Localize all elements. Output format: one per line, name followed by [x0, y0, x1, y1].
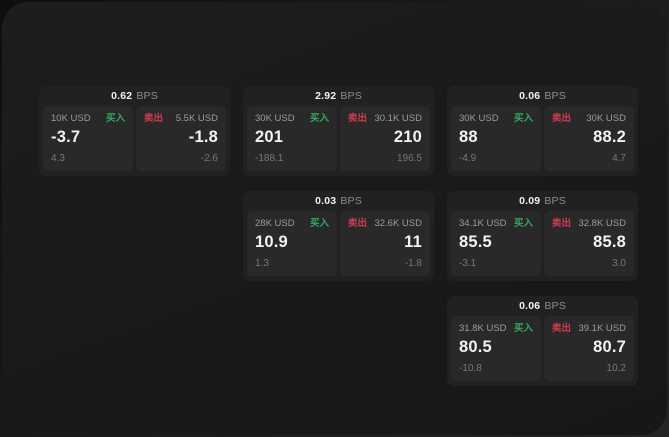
sell-panel[interactable]: 卖出 39.1K USD 80.7 10.2 — [544, 316, 634, 381]
sell-sub-value: 4.7 — [612, 153, 626, 164]
sell-price: 11 — [404, 233, 422, 251]
buy-amount: 30K USD — [255, 113, 295, 124]
bps-unit: BPS — [544, 300, 566, 312]
sell-side-label: 卖出 — [552, 323, 572, 334]
sell-amount: 39.1K USD — [578, 323, 626, 334]
sell-side-label: 卖出 — [348, 113, 368, 124]
buy-amount: 31.8K USD — [459, 323, 507, 334]
sell-side-label: 卖出 — [552, 113, 572, 124]
buy-panel[interactable]: 30K USD 买入 201 -188.1 — [247, 106, 337, 171]
spread-card-1: 0.62 BPS 10K USD 买入 -3.7 4.3 卖出 5.5K USD… — [39, 86, 230, 176]
sell-sub-value: -1.8 — [404, 258, 422, 269]
buy-amount: 28K USD — [255, 218, 295, 229]
buy-price: -3.7 — [51, 128, 81, 146]
sell-amount: 32.8K USD — [578, 218, 626, 229]
buy-price: 88 — [459, 128, 478, 146]
buy-amount: 10K USD — [51, 113, 91, 124]
buy-sub-value: -4.9 — [459, 153, 477, 164]
bps-unit: BPS — [544, 90, 566, 102]
buy-side-label: 买入 — [309, 113, 329, 124]
sell-price: -1.8 — [188, 128, 218, 146]
spread-card-5: 0.09 BPS 34.1K USD 买入 85.5 -3.1 卖出 32.8K… — [447, 191, 638, 281]
buy-side-label: 买入 — [309, 218, 329, 229]
bps-value: 0.06 — [519, 300, 541, 312]
bps-header: 0.62 BPS — [43, 86, 226, 106]
buy-sub-value: 1.3 — [255, 258, 269, 269]
spread-card-4: 0.03 BPS 28K USD 买入 10.9 1.3 卖出 32.6K US… — [243, 191, 434, 281]
buy-panel[interactable]: 30K USD 买入 88 -4.9 — [451, 106, 541, 171]
sell-panel[interactable]: 卖出 5.5K USD -1.8 -2.6 — [136, 106, 226, 171]
spread-card-3: 0.06 BPS 30K USD 买入 88 -4.9 卖出 30K USD 8… — [447, 86, 638, 176]
buy-side-label: 买入 — [513, 218, 533, 229]
sell-sub-value: 10.2 — [606, 363, 626, 374]
sell-price: 210 — [393, 128, 422, 146]
buy-panel[interactable]: 34.1K USD 买入 85.5 -3.1 — [451, 211, 541, 276]
bps-header: 0.03 BPS — [247, 191, 430, 211]
bps-header: 2.92 BPS — [247, 86, 430, 106]
bps-unit: BPS — [340, 90, 362, 102]
sell-amount: 30K USD — [586, 113, 626, 124]
buy-amount: 30K USD — [459, 113, 499, 124]
bps-header: 0.06 BPS — [451, 86, 634, 106]
sell-price: 88.2 — [593, 128, 626, 146]
buy-amount: 34.1K USD — [459, 218, 507, 229]
buy-price: 85.5 — [459, 233, 492, 251]
sell-amount: 30.1K USD — [374, 113, 422, 124]
spread-card-2: 2.92 BPS 30K USD 买入 201 -188.1 卖出 30.1K … — [243, 86, 434, 176]
buy-price: 80.5 — [459, 338, 492, 356]
buy-price: 10.9 — [255, 233, 288, 251]
buy-panel[interactable]: 28K USD 买入 10.9 1.3 — [247, 211, 337, 276]
bps-value: 2.92 — [315, 90, 337, 102]
buy-sub-value: -3.1 — [459, 258, 477, 269]
bps-header: 0.06 BPS — [451, 296, 634, 316]
bps-unit: BPS — [544, 195, 566, 207]
bps-value: 0.06 — [519, 90, 541, 102]
bps-value: 0.03 — [315, 195, 337, 207]
buy-price: 201 — [255, 128, 284, 146]
bps-header: 0.09 BPS — [451, 191, 634, 211]
buy-side-label: 买入 — [513, 323, 533, 334]
spread-card-6: 0.06 BPS 31.8K USD 买入 80.5 -10.8 卖出 39.1… — [447, 296, 638, 386]
sell-panel[interactable]: 卖出 30K USD 88.2 4.7 — [544, 106, 634, 171]
sell-price: 85.8 — [593, 233, 626, 251]
sell-price: 80.7 — [593, 338, 626, 356]
bps-unit: BPS — [340, 195, 362, 207]
bps-value: 0.09 — [519, 195, 541, 207]
buy-panel[interactable]: 31.8K USD 买入 80.5 -10.8 — [451, 316, 541, 381]
sell-side-label: 卖出 — [552, 218, 572, 229]
buy-panel[interactable]: 10K USD 买入 -3.7 4.3 — [43, 106, 133, 171]
sell-side-label: 卖出 — [144, 113, 164, 124]
bps-value: 0.62 — [111, 90, 133, 102]
sell-sub-value: 196.5 — [396, 153, 422, 164]
buy-sub-value: -10.8 — [459, 363, 482, 374]
buy-sub-value: -188.1 — [255, 153, 284, 164]
sell-panel[interactable]: 卖出 32.8K USD 85.8 3.0 — [544, 211, 634, 276]
sell-amount: 32.6K USD — [374, 218, 422, 229]
buy-sub-value: 4.3 — [51, 153, 65, 164]
sell-panel[interactable]: 卖出 30.1K USD 210 196.5 — [340, 106, 430, 171]
sell-panel[interactable]: 卖出 32.6K USD 11 -1.8 — [340, 211, 430, 276]
sell-side-label: 卖出 — [348, 218, 368, 229]
sell-sub-value: -2.6 — [200, 153, 218, 164]
sell-amount: 5.5K USD — [175, 113, 218, 124]
buy-side-label: 买入 — [105, 113, 125, 124]
buy-side-label: 买入 — [513, 113, 533, 124]
bps-unit: BPS — [136, 90, 158, 102]
sell-sub-value: 3.0 — [612, 258, 626, 269]
